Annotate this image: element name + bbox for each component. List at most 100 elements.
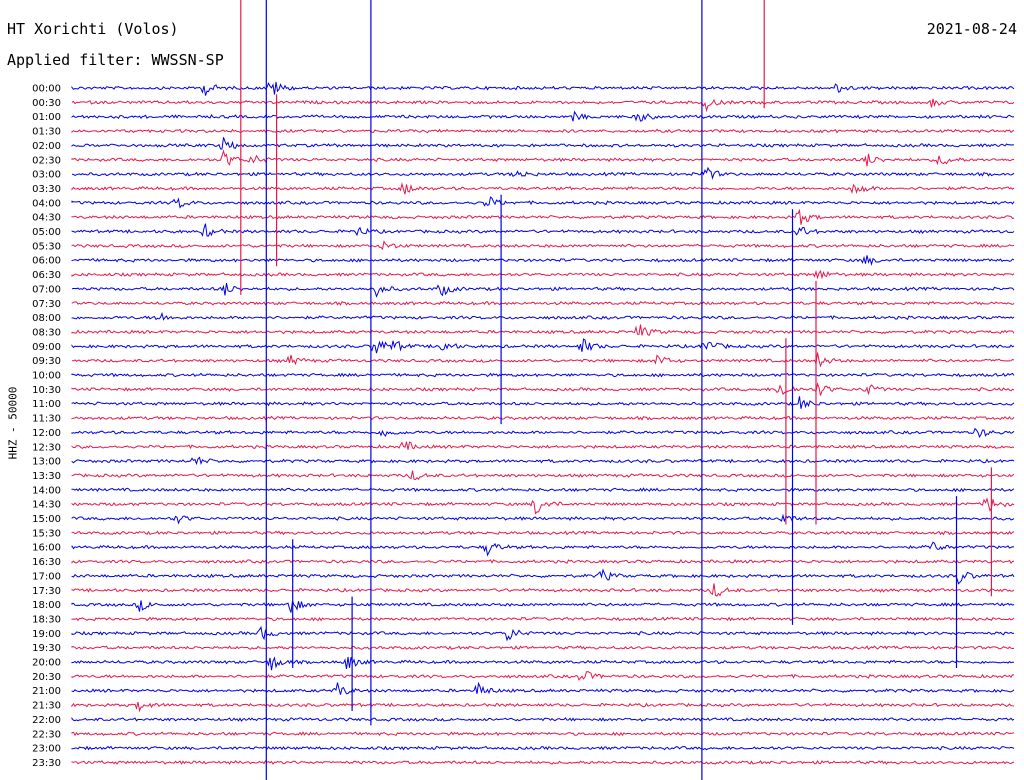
time-label: 05:30 bbox=[32, 241, 61, 252]
trace-row bbox=[71, 427, 1015, 439]
trace-row bbox=[71, 701, 1015, 713]
trace-row bbox=[71, 223, 1015, 237]
time-label: 15:30 bbox=[32, 528, 61, 539]
time-label: 21:00 bbox=[32, 686, 61, 697]
trace-row bbox=[71, 352, 1015, 368]
time-label: 04:30 bbox=[32, 213, 61, 224]
trace-row bbox=[71, 487, 1015, 493]
trace-row bbox=[71, 731, 1015, 737]
filter-label: Applied filter: WWSSN-SP bbox=[7, 51, 224, 69]
trace-row bbox=[71, 760, 1015, 765]
date-label: 2021-08-24 bbox=[926, 20, 1017, 38]
time-label: 16:30 bbox=[32, 557, 61, 568]
trace-row bbox=[71, 324, 1015, 336]
trace-row bbox=[71, 656, 1015, 671]
trace-row bbox=[71, 396, 1015, 409]
time-label: 19:30 bbox=[32, 643, 61, 654]
time-label: 03:00 bbox=[32, 170, 61, 181]
time-label: 14:00 bbox=[32, 485, 61, 496]
trace-row bbox=[71, 283, 1015, 298]
time-label: 02:00 bbox=[32, 141, 61, 152]
trace-row bbox=[71, 645, 1015, 651]
trace-row bbox=[71, 441, 1015, 450]
time-label: 10:30 bbox=[32, 385, 61, 396]
trace-row bbox=[71, 196, 1015, 209]
time-label: 06:00 bbox=[32, 256, 61, 267]
trace-row bbox=[71, 470, 1015, 481]
trace-row bbox=[71, 415, 1015, 421]
trace-row bbox=[71, 625, 1015, 642]
time-label: 18:30 bbox=[32, 614, 61, 625]
trace-row bbox=[71, 745, 1015, 751]
time-label: 01:30 bbox=[32, 127, 61, 138]
time-label: 08:00 bbox=[32, 313, 61, 324]
trace-row bbox=[71, 240, 1015, 251]
trace-row bbox=[71, 372, 1015, 378]
trace-row bbox=[71, 166, 1015, 180]
time-label: 13:30 bbox=[32, 471, 61, 482]
trace-row bbox=[71, 541, 1015, 557]
trace-row bbox=[71, 583, 1015, 597]
time-label: 02:30 bbox=[32, 155, 61, 166]
time-label: 01:00 bbox=[32, 112, 61, 123]
trace-row bbox=[71, 208, 1015, 225]
time-label: 09:30 bbox=[32, 356, 61, 367]
trace-row bbox=[71, 616, 1015, 622]
time-label: 14:30 bbox=[32, 500, 61, 511]
trace-row bbox=[71, 381, 1015, 396]
trace-row bbox=[71, 269, 1015, 280]
time-label: 00:30 bbox=[32, 98, 61, 109]
time-label: 10:00 bbox=[32, 371, 61, 382]
trace-row bbox=[71, 255, 1015, 266]
trace-row bbox=[71, 681, 1015, 695]
time-label: 15:00 bbox=[32, 514, 61, 525]
time-label: 11:30 bbox=[32, 414, 61, 425]
trace-row bbox=[71, 98, 1015, 113]
trace-row bbox=[71, 110, 1015, 122]
trace-row bbox=[71, 513, 1015, 525]
trace-row bbox=[71, 558, 1015, 564]
trace-row bbox=[71, 137, 1015, 150]
time-label: 16:00 bbox=[32, 543, 61, 554]
time-label: 12:00 bbox=[32, 428, 61, 439]
trace-row bbox=[71, 456, 1015, 466]
trace-row bbox=[71, 149, 1015, 167]
time-label: 08:30 bbox=[32, 327, 61, 338]
time-label: 04:00 bbox=[32, 198, 61, 209]
time-label: 17:00 bbox=[32, 571, 61, 582]
time-label: 20:00 bbox=[32, 658, 61, 669]
time-label: 07:30 bbox=[32, 299, 61, 310]
time-label: 05:00 bbox=[32, 227, 61, 238]
time-label: 20:30 bbox=[32, 672, 61, 683]
time-label: 12:30 bbox=[32, 442, 61, 453]
trace-row bbox=[71, 568, 1015, 585]
trace-row bbox=[71, 338, 1015, 354]
trace-row bbox=[71, 600, 1015, 613]
time-label: 07:00 bbox=[32, 284, 61, 295]
time-label: 23:00 bbox=[32, 744, 61, 755]
trace-row bbox=[71, 182, 1015, 195]
time-label: 13:00 bbox=[32, 457, 61, 468]
time-label: 00:00 bbox=[32, 84, 61, 95]
time-label: 09:00 bbox=[32, 342, 61, 353]
trace-row bbox=[71, 530, 1015, 536]
time-label: 19:00 bbox=[32, 629, 61, 640]
trace-row bbox=[71, 716, 1015, 722]
time-label: 17:30 bbox=[32, 586, 61, 597]
time-label: 23:30 bbox=[32, 758, 61, 769]
trace-row bbox=[71, 300, 1015, 306]
trace-row bbox=[71, 497, 1015, 515]
time-label: 06:30 bbox=[32, 270, 61, 281]
trace-row bbox=[71, 311, 1015, 321]
trace-row bbox=[71, 128, 1015, 134]
time-label: 03:30 bbox=[32, 184, 61, 195]
time-label: 21:30 bbox=[32, 701, 61, 712]
time-label: 18:00 bbox=[32, 600, 61, 611]
station-title: HT Xorichti (Volos) bbox=[7, 20, 179, 38]
time-label: 11:00 bbox=[32, 399, 61, 410]
trace-row bbox=[71, 671, 1015, 681]
time-label: 22:00 bbox=[32, 715, 61, 726]
trace-row bbox=[71, 81, 1015, 96]
